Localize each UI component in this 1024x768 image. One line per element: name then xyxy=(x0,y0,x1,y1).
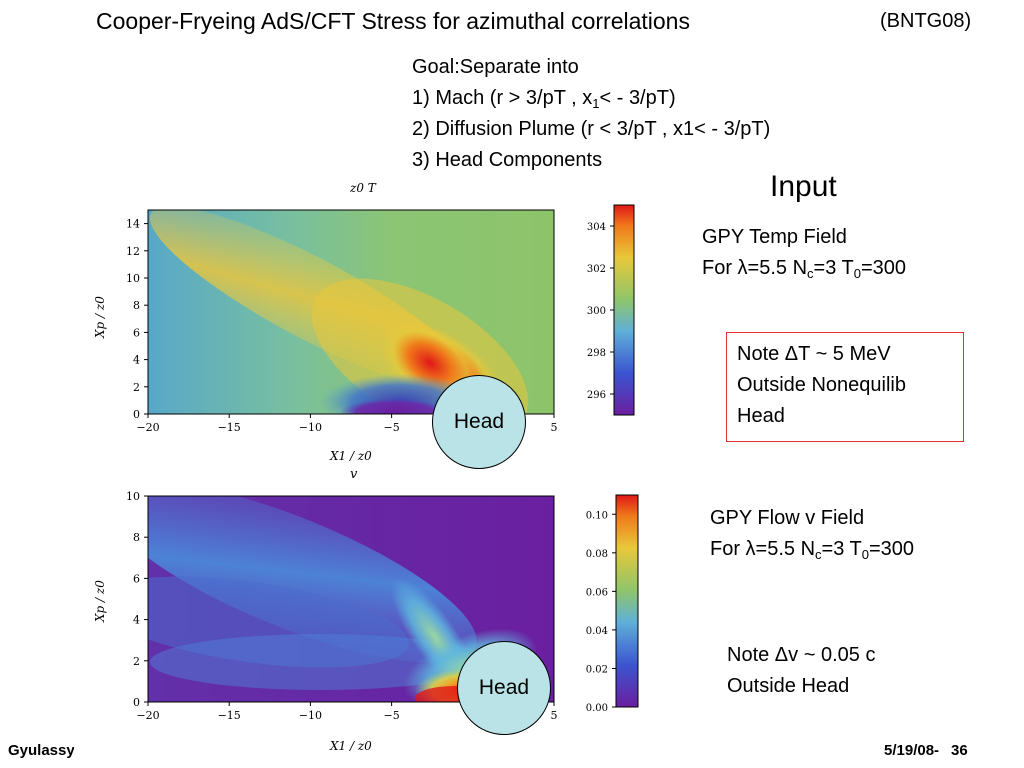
temp-cb-tick-label: 298 xyxy=(587,348,606,359)
flow-ylabel: Xp / z0 xyxy=(93,580,107,623)
temp-colorbar xyxy=(613,204,635,416)
flow-cb-tick-label: 0.04 xyxy=(586,626,608,637)
footer-date: 5/19/08- xyxy=(884,742,940,759)
temp-ytick-label: 2 xyxy=(133,381,140,394)
temp-ytick-label: 6 xyxy=(133,326,140,339)
goal-item-diffusion: 2) Diffusion Plume (r < 3/pT , x1< - 3/p… xyxy=(412,118,771,140)
temp-ylabel: Xp / z0 xyxy=(93,296,107,339)
goal-list: Goal:Separate into 1) Mach (r > 3/pT , x… xyxy=(412,52,770,176)
flow-heatmap-chart: v −20−15−10−5050246810 X1 / z0 Xp / z0 0… xyxy=(93,467,639,753)
footer-author: Gyulassy xyxy=(8,742,74,759)
footer-page-number: 36 xyxy=(951,742,968,759)
flow-xtick-label: −20 xyxy=(136,709,159,722)
temp-xtick-label: −5 xyxy=(383,421,399,434)
input-heading: Input xyxy=(770,170,837,203)
temp-ytick-label: 14 xyxy=(126,218,140,231)
flow-cb-tick-label: 0.02 xyxy=(586,664,608,675)
goal-item-head: 3) Head Components xyxy=(412,149,603,171)
temp-cb-tick-label: 300 xyxy=(587,306,606,317)
temp-cb-tick-label: 296 xyxy=(587,390,606,401)
flow-ytick-label: 4 xyxy=(133,614,140,627)
temp-heatmap-chart: z0 T −20−15−10−50502468101214 X1 / z0 Xp… xyxy=(93,181,635,463)
temp-xlabel: X1 / z0 xyxy=(329,449,372,463)
flow-axes: −20−15−10−5050246810 xyxy=(126,490,558,722)
temp-cb-tick-label: 302 xyxy=(587,264,606,275)
flow-ytick-label: 8 xyxy=(133,531,140,544)
flow-colorbar-ticks: 0.00 0.02 0.04 0.06 0.08 0.10 xyxy=(586,510,616,714)
flow-ytick-label: 10 xyxy=(126,490,140,503)
flow-ytick-label: 6 xyxy=(133,572,140,585)
temp-ytick-label: 12 xyxy=(126,245,140,258)
temp-ytick-label: 4 xyxy=(133,354,140,367)
temp-plot-title: z0 T xyxy=(349,181,377,195)
flow-ytick-label: 2 xyxy=(133,655,140,668)
flow-xlabel: X1 / z0 xyxy=(329,739,372,753)
head-marker-flow: Head xyxy=(457,641,551,735)
slide-title: Cooper-Fryeing AdS/CFT Stress for azimut… xyxy=(96,8,690,34)
flow-xtick-label: −5 xyxy=(383,709,399,722)
temp-colorbar-ticks: 296 298 300 302 304 xyxy=(587,222,614,401)
temp-ytick-label: 10 xyxy=(126,272,140,285)
flow-note: Note Δv ~ 0.05 c Outside Head xyxy=(727,644,876,697)
flow-xtick-label: −10 xyxy=(299,709,322,722)
flow-field-caption: GPY Flow v Field For λ=5.5 Nc=3 T0=300 xyxy=(710,507,915,562)
temp-heatmap-field xyxy=(148,210,554,414)
goal-heading: Goal:Separate into xyxy=(412,56,579,78)
flow-plot-title: v xyxy=(350,467,358,482)
temp-ytick-label: 0 xyxy=(133,408,140,421)
temp-xtick-label: −20 xyxy=(136,421,159,434)
head-marker-temp: Head xyxy=(432,375,526,469)
flow-cb-tick-label: 0.08 xyxy=(586,549,608,560)
footer-date-page: 5/19/08- 36 xyxy=(884,742,968,759)
flow-ytick-label: 0 xyxy=(133,696,140,709)
temp-xtick-label: −10 xyxy=(299,421,322,434)
temp-axes: −20−15−10−50502468101214 xyxy=(126,218,558,434)
flow-cb-tick-label: 0.00 xyxy=(586,703,608,714)
temp-note-box: Note ΔT ~ 5 MeV Outside Nonequilib Head xyxy=(726,332,964,442)
temp-xtick-label: 5 xyxy=(551,421,558,434)
temp-xtick-label: −15 xyxy=(218,421,241,434)
flow-xtick-label: 5 xyxy=(551,709,558,722)
flow-colorbar xyxy=(615,494,639,708)
goal-item-mach: 1) Mach (r > 3/pT , x1< - 3/pT) xyxy=(412,87,676,111)
temp-field-caption: GPY Temp Field For λ=5.5 Nc=3 T0=300 xyxy=(702,226,907,281)
flow-cb-tick-label: 0.06 xyxy=(586,587,608,598)
flow-xtick-label: −15 xyxy=(218,709,241,722)
temp-cb-tick-label: 304 xyxy=(587,222,606,233)
flow-cb-tick-label: 0.10 xyxy=(586,510,608,521)
reference-tag: (BNTG08) xyxy=(880,10,972,32)
temp-ytick-label: 8 xyxy=(133,299,140,312)
